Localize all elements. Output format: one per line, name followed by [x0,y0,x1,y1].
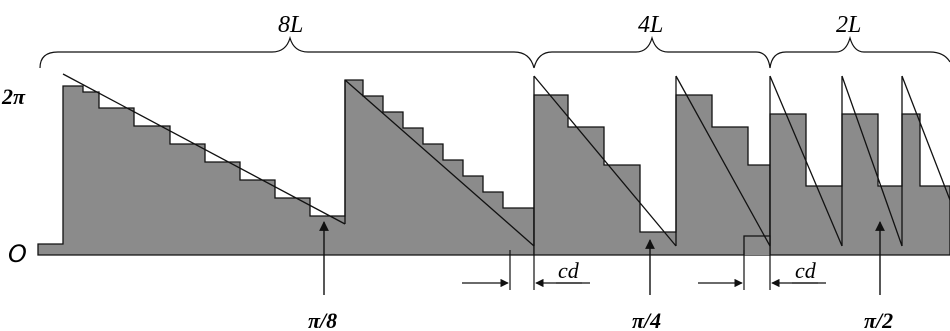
cd-label-1: cd [558,258,580,283]
y-label-bottom: O [8,240,27,268]
sawtooth-lines [62,73,950,247]
stair-segment-8level [37,79,535,256]
phase-label-pi-2: π/2 [864,308,893,331]
cd-label-2: cd [795,258,817,283]
sawtooth-ramp [62,73,346,225]
sawtooth-ramp [769,75,843,247]
cd-dimension-2 [698,250,826,290]
staircase-profile [37,79,950,256]
brace-4l [533,35,771,69]
sawtooth-ramp [841,75,903,247]
period-label-8l: 8L [278,12,303,38]
period-label-4l: 4L [638,12,663,38]
stair-segment-2level [769,113,950,256]
sawtooth-ramp [344,79,535,247]
sawtooth-ramp [675,75,771,247]
period-braces [39,35,950,69]
sawtooth-ramp [901,75,950,201]
sawtooth-ramp [533,75,677,247]
phase-label-pi-8: π/8 [308,308,337,331]
phase-arrows [319,221,885,295]
phase-label-pi-4: π/4 [632,308,661,331]
brace-8l [39,35,535,69]
cd-dimension-1 [462,250,590,290]
brace-2l [769,35,950,69]
period-label-2l: 2L [836,12,861,38]
y-label-top: 2π [1,84,26,109]
